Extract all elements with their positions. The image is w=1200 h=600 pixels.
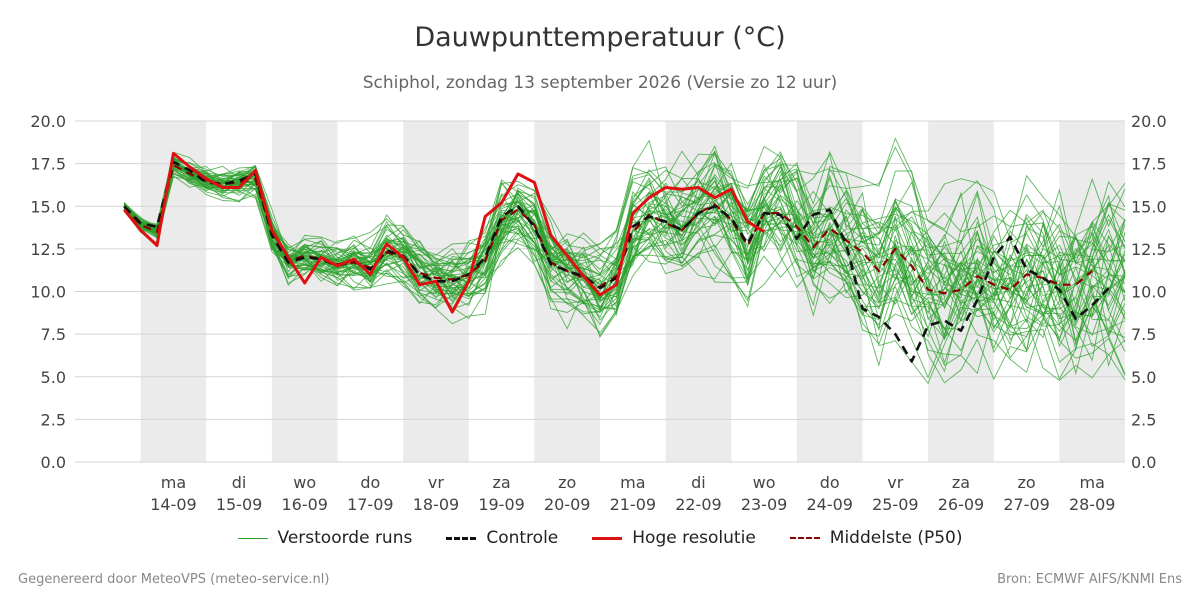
x-tick-date-label: 26-09 bbox=[938, 495, 985, 514]
x-tick-date-label: 14-09 bbox=[150, 495, 197, 514]
ensemble-member-line bbox=[123, 163, 1126, 342]
chart-title: Dauwpunttemperatuur (°C) bbox=[414, 22, 786, 53]
ensemble-member-line bbox=[123, 161, 1126, 308]
legend-label-control: Controle bbox=[486, 528, 559, 548]
x-tick-day-label: wo bbox=[753, 473, 776, 492]
x-tick-day-label: ma bbox=[161, 473, 186, 492]
ensemble-member-line bbox=[123, 155, 1126, 353]
legend-item-perturbed: Verstoorde runs bbox=[237, 528, 413, 548]
x-tick-date-label: 16-09 bbox=[281, 495, 328, 514]
x-tick-date-label: 19-09 bbox=[478, 495, 525, 514]
footer-generated-by: Gegenereerd door MeteoVPS (meteo-service… bbox=[18, 572, 330, 587]
x-tick-date-label: 15-09 bbox=[216, 495, 263, 514]
x-tick-day-label: zo bbox=[1017, 473, 1035, 492]
x-tick-day-label: wo bbox=[293, 473, 316, 492]
legend-item-median: Middelste (P50) bbox=[789, 528, 963, 548]
legend-swatch-control bbox=[446, 536, 477, 540]
chart-subtitle: Schiphol, zondag 13 september 2026 (Vers… bbox=[362, 73, 838, 93]
legend-swatch-perturbed bbox=[237, 537, 268, 539]
y-tick-label-left: 2.5 bbox=[41, 410, 66, 429]
x-tick-date-label: 21-09 bbox=[610, 495, 657, 514]
y-tick-label-left: 7.5 bbox=[41, 325, 66, 344]
series-line-hoge-resolutie bbox=[123, 151, 765, 314]
y-tick-label-left: 10.0 bbox=[30, 283, 66, 302]
x-tick-day-label: di bbox=[691, 473, 706, 492]
y-tick-label-right: 17.5 bbox=[1131, 155, 1167, 174]
x-tick-date-label: 22-09 bbox=[675, 495, 722, 514]
x-tick-day-label: do bbox=[360, 473, 380, 492]
x-tick-date-label: 27-09 bbox=[1003, 495, 1050, 514]
legend-item-control: Controle bbox=[446, 528, 558, 548]
x-tick-day-label: vr bbox=[887, 473, 903, 492]
x-tick-date-label: 18-09 bbox=[413, 495, 460, 514]
x-tick-day-label: di bbox=[232, 473, 247, 492]
x-tick-date-label: 20-09 bbox=[544, 495, 591, 514]
x-tick-date-label: 23-09 bbox=[741, 495, 788, 514]
x-tick-date-label: 24-09 bbox=[806, 495, 853, 514]
ensemble-member-line bbox=[123, 150, 1126, 368]
legend-item-high-res: Hoge resolutie bbox=[592, 528, 756, 548]
x-tick-day-label: za bbox=[492, 473, 510, 492]
y-tick-label-right: 10.0 bbox=[1131, 283, 1167, 302]
x-tick-date-label: 25-09 bbox=[872, 495, 919, 514]
y-tick-label-left: 15.0 bbox=[30, 197, 66, 216]
y-tick-label-left: 20.0 bbox=[30, 112, 66, 131]
y-tick-label-right: 0.0 bbox=[1131, 453, 1156, 472]
x-tick-day-label: vr bbox=[428, 473, 444, 492]
y-tick-label-left: 5.0 bbox=[41, 368, 66, 387]
x-tick-day-label: za bbox=[952, 473, 970, 492]
chart-legend: Verstoorde runs Controle Hoge resolutie … bbox=[0, 528, 1200, 548]
ensemble-member-line bbox=[123, 169, 1126, 368]
y-tick-label-right: 7.5 bbox=[1131, 325, 1156, 344]
x-tick-date-label: 17-09 bbox=[347, 495, 394, 514]
y-tick-label-left: 12.5 bbox=[30, 240, 66, 259]
legend-swatch-median bbox=[789, 537, 820, 539]
x-tick-day-label: do bbox=[820, 473, 840, 492]
x-tick-day-label: ma bbox=[620, 473, 645, 492]
y-tick-label-left: 17.5 bbox=[30, 155, 66, 174]
x-tick-date-label: 28-09 bbox=[1069, 495, 1116, 514]
y-tick-label-right: 5.0 bbox=[1131, 368, 1156, 387]
series-line-controle bbox=[123, 160, 1110, 363]
x-tick-day-label: zo bbox=[558, 473, 576, 492]
y-tick-label-right: 15.0 bbox=[1131, 197, 1167, 216]
ensemble-member-line bbox=[123, 157, 1126, 376]
legend-label-high-res: Hoge resolutie bbox=[632, 528, 756, 548]
y-tick-label-right: 2.5 bbox=[1131, 410, 1156, 429]
legend-swatch-high-res bbox=[592, 536, 623, 540]
ensemble-member-line bbox=[123, 163, 1126, 316]
ensemble-member-line bbox=[123, 145, 1126, 381]
y-tick-label-right: 12.5 bbox=[1131, 240, 1167, 259]
x-tick-day-label: ma bbox=[1079, 473, 1104, 492]
legend-label-perturbed: Verstoorde runs bbox=[277, 528, 413, 548]
footer-source: Bron: ECMWF AIFS/KNMI Ens bbox=[997, 572, 1182, 587]
y-tick-label-left: 0.0 bbox=[41, 453, 66, 472]
legend-label-median: Middelste (P50) bbox=[829, 528, 963, 548]
y-tick-label-right: 20.0 bbox=[1131, 112, 1167, 131]
